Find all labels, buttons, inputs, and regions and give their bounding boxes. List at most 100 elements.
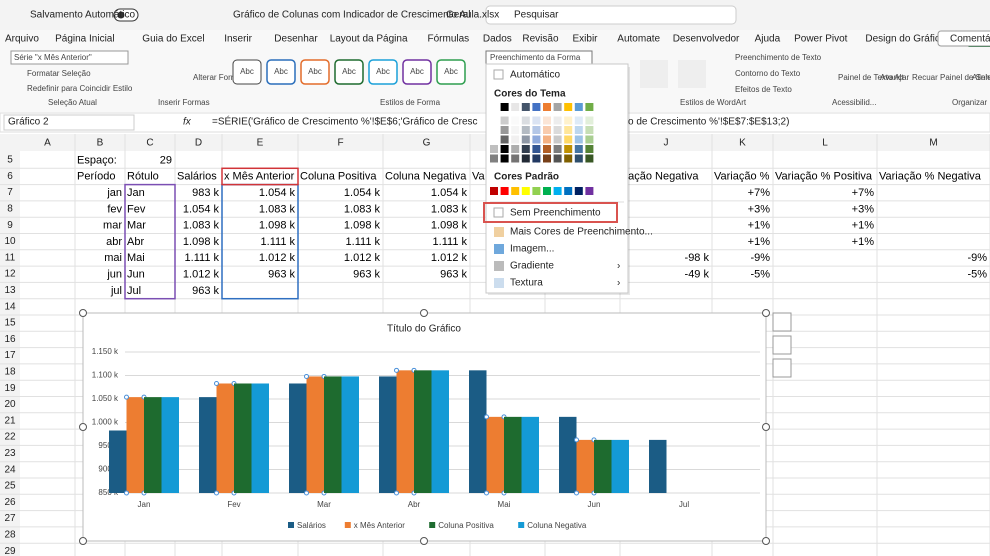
standard-color-swatch[interactable] bbox=[564, 187, 573, 195]
theme-color-swatch[interactable] bbox=[585, 103, 594, 111]
menu-item[interactable]: Automático bbox=[510, 70, 560, 81]
shape-style[interactable] bbox=[300, 59, 330, 85]
theme-color-swatch[interactable] bbox=[553, 154, 562, 163]
theme-color-swatch[interactable] bbox=[564, 154, 573, 163]
theme-color-swatch[interactable] bbox=[553, 135, 562, 144]
standard-color-swatch[interactable] bbox=[543, 187, 551, 195]
theme-color-swatch[interactable] bbox=[543, 126, 551, 134]
theme-color-swatch[interactable] bbox=[500, 135, 509, 144]
menu-item[interactable]: Textura bbox=[510, 278, 543, 289]
theme-color-swatch[interactable] bbox=[564, 116, 573, 125]
standard-color-swatch[interactable] bbox=[511, 187, 520, 195]
ribbon-tab[interactable]: Inserir bbox=[224, 34, 252, 45]
standard-color-swatch[interactable] bbox=[532, 187, 541, 195]
theme-color-swatch[interactable] bbox=[490, 103, 498, 111]
resize-handle[interactable] bbox=[79, 423, 87, 431]
theme-color-swatch[interactable] bbox=[574, 126, 583, 134]
chart-side-button[interactable] bbox=[772, 358, 792, 378]
resize-handle[interactable] bbox=[420, 537, 428, 545]
search-box[interactable] bbox=[485, 5, 737, 25]
standard-color-swatch[interactable] bbox=[500, 187, 509, 195]
theme-color-swatch[interactable] bbox=[574, 154, 583, 163]
theme-color-swatch[interactable] bbox=[564, 126, 573, 134]
ribbon-tab[interactable]: Página Inicial bbox=[55, 34, 114, 45]
theme-color-swatch[interactable] bbox=[490, 135, 498, 144]
theme-color-swatch[interactable] bbox=[511, 103, 520, 111]
menu-item[interactable]: Imagem... bbox=[510, 244, 554, 255]
menu-item[interactable]: Gradiente bbox=[510, 261, 554, 272]
theme-color-swatch[interactable] bbox=[553, 126, 562, 134]
menu-item[interactable]: Mais Cores de Preenchimento... bbox=[510, 227, 653, 238]
theme-color-swatch[interactable] bbox=[585, 145, 594, 153]
theme-color-swatch[interactable] bbox=[574, 145, 583, 153]
theme-color-swatch[interactable] bbox=[490, 126, 498, 134]
shape-style[interactable] bbox=[368, 59, 398, 85]
theme-color-swatch[interactable] bbox=[500, 145, 509, 153]
chart-side-button[interactable] bbox=[772, 312, 792, 332]
theme-color-swatch[interactable] bbox=[543, 154, 551, 163]
theme-color-swatch[interactable] bbox=[521, 126, 530, 134]
resize-handle[interactable] bbox=[762, 309, 770, 317]
theme-color-swatch[interactable] bbox=[521, 135, 530, 144]
standard-color-swatch[interactable] bbox=[553, 187, 562, 195]
ribbon-tab[interactable]: Ajuda bbox=[755, 34, 781, 45]
ribbon-tab[interactable]: Exibir bbox=[573, 34, 599, 45]
theme-color-swatch[interactable] bbox=[532, 145, 541, 153]
standard-color-swatch[interactable] bbox=[521, 187, 530, 195]
theme-color-swatch[interactable] bbox=[543, 116, 551, 125]
theme-color-swatch[interactable] bbox=[543, 103, 551, 111]
theme-color-swatch[interactable] bbox=[490, 154, 498, 163]
theme-color-swatch[interactable] bbox=[511, 154, 520, 163]
theme-color-swatch[interactable] bbox=[532, 126, 541, 134]
theme-color-swatch[interactable] bbox=[511, 145, 520, 153]
menu-item[interactable]: Sem Preenchimento bbox=[510, 208, 601, 219]
theme-color-swatch[interactable] bbox=[511, 135, 520, 144]
theme-color-swatch[interactable] bbox=[500, 116, 509, 125]
theme-color-swatch[interactable] bbox=[532, 135, 541, 144]
shape-style[interactable] bbox=[232, 59, 262, 85]
theme-color-swatch[interactable] bbox=[564, 103, 573, 111]
theme-color-swatch[interactable] bbox=[500, 126, 509, 134]
standard-color-swatch[interactable] bbox=[585, 187, 594, 195]
theme-color-swatch[interactable] bbox=[500, 154, 509, 163]
ribbon-tab[interactable]: Dados bbox=[483, 34, 512, 45]
ribbon-tab[interactable]: Automate bbox=[617, 34, 660, 45]
comments-button[interactable] bbox=[937, 30, 990, 47]
theme-color-swatch[interactable] bbox=[574, 103, 583, 111]
chart-side-button[interactable] bbox=[772, 335, 792, 355]
name-box[interactable] bbox=[3, 114, 135, 131]
shape-style[interactable] bbox=[436, 59, 466, 85]
standard-color-swatch[interactable] bbox=[490, 187, 498, 195]
ribbon-tab[interactable]: Power Pivot bbox=[794, 34, 848, 45]
theme-color-swatch[interactable] bbox=[585, 116, 594, 125]
theme-color-swatch[interactable] bbox=[564, 145, 573, 153]
theme-color-swatch[interactable] bbox=[532, 103, 541, 111]
ribbon-tab[interactable]: Arquivo bbox=[5, 34, 39, 45]
theme-color-swatch[interactable] bbox=[490, 145, 498, 153]
shape-style[interactable] bbox=[266, 59, 296, 85]
theme-color-swatch[interactable] bbox=[511, 126, 520, 134]
theme-color-swatch[interactable] bbox=[585, 154, 594, 163]
theme-color-swatch[interactable] bbox=[585, 126, 594, 134]
resize-handle[interactable] bbox=[79, 537, 87, 545]
theme-color-swatch[interactable] bbox=[532, 116, 541, 125]
ribbon-tab[interactable]: Desenvolvedor bbox=[673, 34, 740, 45]
resize-handle[interactable] bbox=[762, 537, 770, 545]
theme-color-swatch[interactable] bbox=[521, 103, 530, 111]
standard-color-swatch[interactable] bbox=[574, 187, 583, 195]
theme-color-swatch[interactable] bbox=[532, 154, 541, 163]
theme-color-swatch[interactable] bbox=[490, 116, 498, 125]
shape-style[interactable] bbox=[402, 59, 432, 85]
theme-color-swatch[interactable] bbox=[521, 145, 530, 153]
theme-color-swatch[interactable] bbox=[553, 103, 562, 111]
theme-color-swatch[interactable] bbox=[564, 135, 573, 144]
ribbon-tab[interactable]: Layout da Página bbox=[330, 34, 408, 45]
ribbon-tab[interactable]: Desenhar bbox=[274, 34, 318, 45]
theme-color-swatch[interactable] bbox=[500, 103, 509, 111]
resize-handle[interactable] bbox=[79, 309, 87, 317]
theme-color-swatch[interactable] bbox=[521, 154, 530, 163]
ribbon-tab[interactable]: Guia do Excel bbox=[142, 34, 204, 45]
resize-handle[interactable] bbox=[420, 309, 428, 317]
theme-color-swatch[interactable] bbox=[553, 116, 562, 125]
theme-color-swatch[interactable] bbox=[543, 145, 551, 153]
